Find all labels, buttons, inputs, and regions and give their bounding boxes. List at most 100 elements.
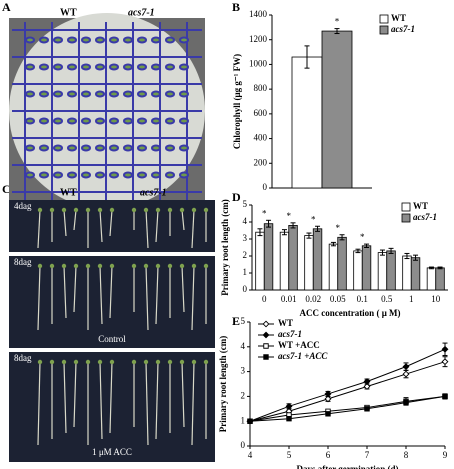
root xyxy=(155,209,159,243)
leaf xyxy=(191,263,197,269)
treatment-label: 1 μM ACC xyxy=(92,447,132,457)
leaf xyxy=(179,207,185,213)
stage-label: 8dag xyxy=(14,257,32,267)
sprout xyxy=(53,90,63,98)
sprout xyxy=(67,171,77,179)
leaf xyxy=(97,263,103,269)
root xyxy=(99,265,103,325)
sprout xyxy=(81,144,91,152)
marker xyxy=(364,406,370,412)
leaf xyxy=(85,263,91,269)
sprout xyxy=(53,36,63,44)
y-tick-label: 200 xyxy=(254,157,268,167)
sprout xyxy=(123,117,133,125)
leaf xyxy=(109,263,115,269)
x-tick-label: 8 xyxy=(404,450,409,460)
treatment-label: Control xyxy=(98,334,126,344)
sprout xyxy=(179,171,189,179)
y-tick-label: 800 xyxy=(254,83,268,93)
root xyxy=(155,361,159,440)
root xyxy=(63,361,67,434)
legend-label: WT xyxy=(413,201,428,211)
sprout xyxy=(67,144,77,152)
legend-label: acs7-1 xyxy=(278,329,302,339)
root xyxy=(73,265,77,313)
root xyxy=(37,361,41,446)
y-tick-label: 1200 xyxy=(249,34,268,44)
leaf xyxy=(97,207,103,213)
legend-swatch xyxy=(379,14,389,24)
sprout xyxy=(25,117,35,125)
root xyxy=(145,361,149,446)
leaf xyxy=(85,359,91,365)
series-line xyxy=(249,395,446,422)
sprout xyxy=(179,63,189,71)
sprout xyxy=(109,117,119,125)
sprout xyxy=(53,117,63,125)
photo-label: acs7-1 xyxy=(140,187,167,198)
marker xyxy=(325,411,331,417)
leaf xyxy=(109,207,115,213)
x-tick-label: 0.01 xyxy=(281,294,297,304)
sprout xyxy=(25,90,35,98)
bar xyxy=(353,250,363,291)
sprout xyxy=(95,63,105,71)
sprout xyxy=(137,117,147,125)
leaf xyxy=(203,207,209,213)
marker xyxy=(247,418,253,424)
photo-label: acs7-1 xyxy=(128,7,155,18)
marker xyxy=(262,331,270,339)
sprout xyxy=(81,90,91,98)
sprout xyxy=(81,117,91,125)
marker xyxy=(441,345,449,353)
leaf xyxy=(203,359,209,365)
sprout xyxy=(151,90,161,98)
sprout xyxy=(25,63,35,71)
bar xyxy=(288,224,298,291)
root xyxy=(99,209,103,243)
leaf xyxy=(143,263,149,269)
legend-label: acs7-1 +ACC xyxy=(278,351,328,361)
sprout xyxy=(95,90,105,98)
sprout xyxy=(67,63,77,71)
y-tick-label: 1400 xyxy=(249,9,268,19)
sprout xyxy=(151,36,161,44)
leaf xyxy=(109,359,115,365)
leaf xyxy=(167,263,173,269)
leaf xyxy=(131,359,137,365)
y-tick-label: 1 xyxy=(243,267,248,277)
bar xyxy=(402,255,412,291)
bar xyxy=(410,257,421,291)
root xyxy=(145,209,149,249)
panel-letter: B xyxy=(232,0,240,14)
panel-letter: D xyxy=(232,190,241,204)
root xyxy=(191,265,195,331)
marker xyxy=(263,354,269,360)
root xyxy=(73,361,77,428)
leaf xyxy=(73,359,79,365)
leaf xyxy=(167,207,173,213)
leaf xyxy=(37,207,43,213)
marker xyxy=(324,395,332,403)
sprout xyxy=(109,90,119,98)
legend-label: acs7-1 xyxy=(413,212,437,222)
root xyxy=(109,361,113,434)
marker xyxy=(441,358,449,366)
stage-label: 4dag xyxy=(14,201,32,211)
sprout xyxy=(81,63,91,71)
x-tick-label: 7 xyxy=(365,450,370,460)
leaf xyxy=(191,359,197,365)
marker xyxy=(324,390,332,398)
root xyxy=(63,209,67,237)
photo-c xyxy=(9,200,215,462)
root xyxy=(109,265,113,319)
stage-label: 8dag xyxy=(14,353,32,363)
sprout xyxy=(165,36,175,44)
significance-mark: * xyxy=(360,232,365,242)
leaf xyxy=(143,207,149,213)
x-tick-label: 0.05 xyxy=(330,294,346,304)
x-axis-label: ACC concentration ( μ M) xyxy=(299,308,400,318)
bar xyxy=(279,231,290,291)
leaf xyxy=(97,359,103,365)
